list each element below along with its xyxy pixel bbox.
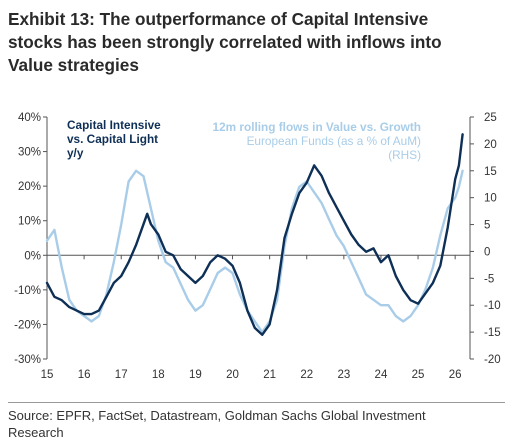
right-tick-label: 15 xyxy=(484,166,497,178)
x-tick-label: 22 xyxy=(300,369,313,381)
legend-light-line-3: (RHS) xyxy=(388,148,421,162)
x-tick-label: 15 xyxy=(41,369,54,381)
left-tick-label: -10% xyxy=(14,285,41,297)
left-tick-label: -20% xyxy=(14,319,41,331)
chart-legend: Capital Intensive vs. Capital Light y/y … xyxy=(67,118,421,162)
right-tick-label: -20 xyxy=(484,354,501,366)
left-tick-label: -30% xyxy=(14,354,41,366)
right-tick-label: 0 xyxy=(484,246,490,258)
series-line xyxy=(45,169,464,334)
source-note: Source: EPFR, FactSet, Datastream, Goldm… xyxy=(8,407,508,441)
right-tick-label: 20 xyxy=(484,139,497,151)
legend-dark-line-3: y/y xyxy=(67,146,84,160)
left-tick-label: 0% xyxy=(24,250,41,262)
source-line-1: Source: EPFR, FactSet, Datastream, Goldm… xyxy=(8,408,426,423)
left-tick-label: 10% xyxy=(18,216,41,228)
series-flows-value-vs-growth xyxy=(45,169,464,334)
x-tick-label: 18 xyxy=(152,369,165,381)
title-line-3: Value strategies xyxy=(8,55,139,75)
x-tick-label: 16 xyxy=(78,369,91,381)
x-tick-label: 24 xyxy=(375,369,388,381)
legend-light-line-1: 12m rolling flows in Value vs. Growth xyxy=(213,120,421,134)
title-line-2: stocks has been strongly correlated with… xyxy=(8,32,442,52)
legend-light-line-2: European Funds (as a % of AuM) xyxy=(247,134,421,148)
footer-divider xyxy=(8,402,505,403)
right-tick-label: -5 xyxy=(484,273,494,285)
left-tick-label: 30% xyxy=(18,147,41,159)
right-tick-label: -10 xyxy=(484,300,501,312)
series-line xyxy=(45,133,464,336)
x-tick-label: 25 xyxy=(412,369,425,381)
chart-title: Exhibit 13: The outperformance of Capita… xyxy=(8,8,508,77)
right-tick-label: 25 xyxy=(484,112,497,124)
x-tick-label: 19 xyxy=(189,369,202,381)
chart-axes: 40% 30% 20% 10% 0% -10% -20% -30% 25 20 15 10 5 0 -5 -1… xyxy=(14,112,500,381)
x-tick-label: 23 xyxy=(337,369,350,381)
legend-dark-line-1: Capital Intensive xyxy=(67,118,161,132)
left-tick-label: 40% xyxy=(18,112,41,124)
x-tick-label: 26 xyxy=(449,369,462,381)
right-tick-label: 5 xyxy=(484,220,490,232)
series-capital-intensive-vs-light xyxy=(45,133,464,336)
x-tick-label: 20 xyxy=(226,369,239,381)
legend-dark-line-2: vs. Capital Light xyxy=(67,132,158,146)
x-tick-label: 21 xyxy=(263,369,276,381)
right-tick-label: 10 xyxy=(484,193,497,205)
right-tick-label: -15 xyxy=(484,327,501,339)
source-line-2: Research xyxy=(8,425,64,440)
title-line-1: Exhibit 13: The outperformance of Capita… xyxy=(8,9,429,29)
x-tick-label: 17 xyxy=(115,369,128,381)
left-tick-label: 20% xyxy=(18,181,41,193)
